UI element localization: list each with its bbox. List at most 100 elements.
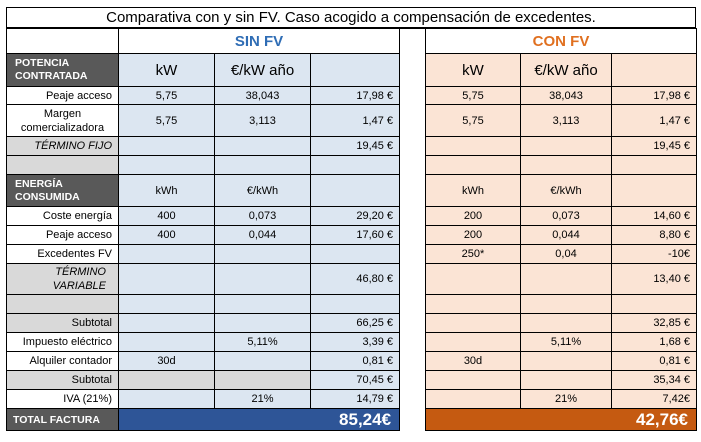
total-value: 42,76€ (424, 408, 698, 431)
header-blank-cell (6, 28, 119, 54)
sheet-title: Comparativa con y sin FV. Caso acogido a… (6, 7, 696, 28)
alquiler-amount: 0,81 € (309, 351, 401, 371)
total-label: TOTAL FACTURA (6, 408, 119, 431)
sin-fv-table: SIN FV POTENCIA CONTRATADA kW €/kW año P… (6, 28, 401, 431)
con-fv-table: CON FV kW €/kW año 5,75 38,043 17,98 € 5… (424, 28, 698, 431)
divider (399, 28, 425, 29)
iva-row: 21% 7,42€ (425, 389, 698, 409)
total-row: 42,76€ (424, 408, 698, 431)
cell-price (214, 244, 311, 264)
iva-rate: 21% (520, 389, 612, 409)
potencia-header-row: kW €/kW año (425, 53, 698, 87)
alquiler-label: Alquiler contador (6, 351, 119, 371)
spacer-row (425, 155, 698, 175)
impuesto-rate: 5,11% (520, 332, 612, 352)
alquiler-row: Alquiler contador 30d 0,81 € (6, 351, 401, 371)
table-row: 5,75 38,043 17,98 € (425, 86, 698, 105)
table-row: 250* 0,04 -10€ (425, 244, 698, 264)
table-row: Peaje acceso 400 0,044 17,60 € (6, 225, 401, 245)
termino-variable-label: TÉRMINO VARIABLE (6, 263, 119, 295)
cell-amount: 1,47 € (610, 104, 698, 137)
table-row: Margen comercializadora 5,75 3,113 1,47 … (6, 104, 401, 137)
termino-variable-value: 46,80 € (309, 263, 401, 295)
cell-price: 0,073 (214, 206, 311, 226)
impuesto-label: Impuesto eléctrico (6, 332, 119, 352)
header-row: CON FV (424, 28, 698, 54)
table-row: Coste energía 400 0,073 29,20 € (6, 206, 401, 226)
termino-fijo-label: TÉRMINO FIJO (6, 136, 119, 156)
spacer-row (6, 294, 401, 314)
iva-amount: 7,42€ (610, 389, 698, 409)
spacer-row (425, 294, 698, 314)
cell-amount: 14,60 € (610, 206, 698, 226)
cell-amount: 17,98 € (610, 86, 698, 105)
cell-kw: 5,75 (118, 104, 215, 137)
energia-header-row: ENERGÍA CONSUMIDA kWh €/kWh (6, 174, 401, 207)
termino-variable-row: TÉRMINO VARIABLE 46,80 € (6, 263, 401, 295)
impuesto-row: 5,11% 1,68 € (425, 332, 698, 352)
iva-amount: 14,79 € (309, 389, 401, 409)
cell-qty (118, 244, 215, 264)
subtotal2-label: Subtotal (6, 370, 119, 390)
subtotal-row: 32,85 € (425, 313, 698, 333)
cell-price: 0,044 (520, 225, 612, 245)
cell-amount: 29,20 € (309, 206, 401, 226)
unit-kwh: kWh (425, 174, 521, 207)
unit-eur-kw-year: €/kW año (214, 53, 311, 87)
table-row: 5,75 3,113 1,47 € (425, 104, 698, 137)
cell-qty: 250* (425, 244, 521, 264)
spacer-row (6, 155, 401, 175)
excedentes-label: Excedentes FV (6, 244, 119, 264)
unit-eur-kwh: €/kWh (214, 174, 311, 207)
header-row: SIN FV (6, 28, 401, 54)
coste-energia-label: Coste energía (6, 206, 119, 226)
termino-fijo-row: TÉRMINO FIJO 19,45 € (6, 136, 401, 156)
iva-rate: 21% (214, 389, 311, 409)
cell-price: 0,04 (520, 244, 612, 264)
impuesto-amount: 1,68 € (610, 332, 698, 352)
cell-amount: 1,47 € (309, 104, 401, 137)
energia-label: ENERGÍA CONSUMIDA (6, 174, 119, 207)
potencia-header-row: POTENCIA CONTRATADA kW €/kW año (6, 53, 401, 87)
cell-price: 3,113 (214, 104, 311, 137)
cell-amount: 8,80 € (610, 225, 698, 245)
table-row: Excedentes FV (6, 244, 401, 264)
subtotal2-value: 70,45 € (309, 370, 401, 390)
peaje-acceso-2-label: Peaje acceso (6, 225, 119, 245)
potencia-label: POTENCIA CONTRATADA (6, 53, 119, 87)
impuesto-amount: 3,39 € (309, 332, 401, 352)
cell-price: 0,073 (520, 206, 612, 226)
alquiler-amount: 0,81 € (610, 351, 698, 371)
unit-eur-kw-year: €/kW año (520, 53, 612, 87)
subtotal2-value: 35,34 € (610, 370, 698, 390)
total-row: TOTAL FACTURA 85,24€ (6, 408, 401, 431)
cell-kw: 5,75 (425, 104, 521, 137)
cell-amount: 17,98 € (309, 86, 401, 105)
subtotal2-row: 35,34 € (425, 370, 698, 390)
termino-fijo-row: 19,45 € (425, 136, 698, 156)
subtotal-row: Subtotal 66,25 € (6, 313, 401, 333)
margen-label: Margen comercializadora (6, 104, 119, 137)
cell-qty: 200 (425, 206, 521, 226)
cell-qty: 400 (118, 206, 215, 226)
alquiler-days: 30d (425, 351, 521, 371)
subtotal-value: 66,25 € (309, 313, 401, 333)
cell-price: 38,043 (214, 86, 311, 105)
cell-price: 0,044 (214, 225, 311, 245)
cell-price: 38,043 (520, 86, 612, 105)
unit-kw: kW (425, 53, 521, 87)
empty-cell (309, 53, 401, 87)
cell-amount: -10€ (610, 244, 698, 264)
alquiler-days: 30d (118, 351, 215, 371)
impuesto-row: Impuesto eléctrico 5,11% 3,39 € (6, 332, 401, 352)
unit-kwh: kWh (118, 174, 215, 207)
cell-amount (309, 244, 401, 264)
cell-kw: 5,75 (118, 86, 215, 105)
alquiler-row: 30d 0,81 € (425, 351, 698, 371)
termino-variable-row: 13,40 € (425, 263, 698, 295)
peaje-acceso-label: Peaje acceso (6, 86, 119, 105)
con-fv-header: CON FV (532, 32, 590, 50)
subtotal-label: Subtotal (6, 313, 119, 333)
table-row: 200 0,073 14,60 € (425, 206, 698, 226)
